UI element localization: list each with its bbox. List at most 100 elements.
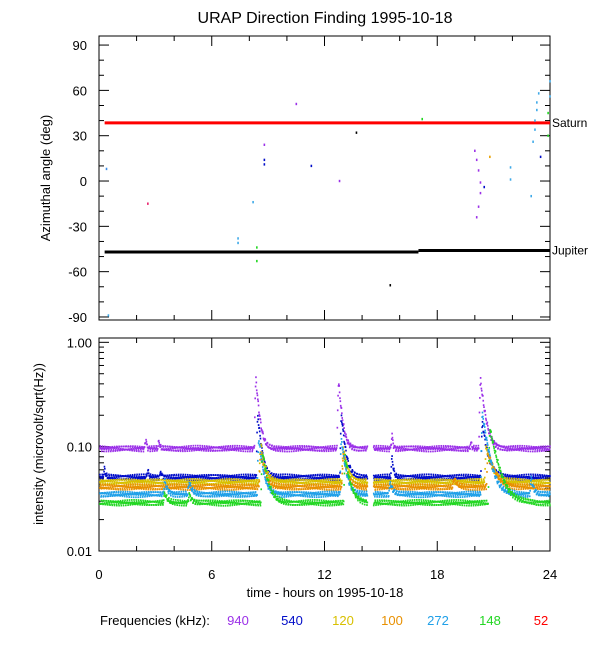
intensity-point — [363, 488, 365, 491]
intensity-point — [452, 447, 455, 450]
intensity-point — [186, 473, 189, 476]
intensity-point — [127, 485, 130, 488]
intensity-point — [223, 478, 226, 481]
intensity-point — [498, 445, 501, 447]
intensity-point — [181, 448, 184, 451]
intensity-point — [374, 478, 376, 480]
intensity-point — [500, 481, 502, 484]
intensity-point — [197, 478, 200, 481]
intensity-point — [273, 472, 275, 475]
intensity-point — [320, 449, 323, 452]
intensity-point — [528, 478, 531, 481]
intensity-point — [402, 478, 404, 481]
intensity-point — [293, 473, 296, 476]
intensity-point — [543, 474, 546, 477]
intensity-point — [441, 488, 444, 490]
intensity-point — [156, 449, 158, 452]
intensity-point — [546, 488, 548, 491]
intensity-point — [345, 438, 348, 441]
intensity-point — [341, 465, 344, 468]
intensity-point — [167, 483, 169, 486]
intensity-point — [119, 449, 121, 451]
intensity-point — [363, 482, 366, 485]
intensity-point — [110, 477, 112, 480]
intensity-point — [131, 473, 134, 476]
intensity-point — [379, 449, 381, 452]
intensity-point — [169, 483, 172, 486]
intensity-point — [212, 479, 215, 482]
intensity-point — [295, 479, 298, 482]
intensity-point — [471, 485, 473, 488]
intensity-point — [108, 487, 111, 490]
intensity-point — [293, 450, 295, 453]
intensity-point — [393, 482, 396, 485]
intensity-point — [278, 485, 281, 488]
intensity-point — [510, 481, 512, 484]
intensity-point — [135, 448, 138, 451]
intensity-point — [108, 448, 110, 451]
intensity-point — [311, 483, 313, 486]
intensity-point — [483, 476, 486, 479]
intensity-point — [166, 449, 168, 451]
azimuth-point — [474, 149, 476, 153]
intensity-point — [303, 475, 306, 478]
intensity-point — [135, 475, 138, 478]
series-100-khz — [99, 449, 551, 491]
intensity-point — [548, 487, 550, 490]
intensity-point — [511, 448, 514, 451]
intensity-point — [206, 474, 208, 477]
intensity-point — [482, 482, 484, 485]
intensity-point — [249, 480, 252, 482]
intensity-point — [165, 483, 167, 486]
intensity-point — [461, 484, 463, 487]
intensity-point — [347, 441, 350, 444]
intensity-point — [420, 448, 423, 451]
intensity-point — [101, 445, 104, 448]
intensity-point — [148, 445, 151, 448]
intensity-point — [428, 488, 430, 491]
intensity-point — [115, 490, 118, 493]
intensity-point — [380, 444, 382, 447]
intensity-point — [219, 482, 222, 485]
intensity-point — [150, 483, 152, 486]
intensity-point — [383, 485, 385, 487]
intensity-point — [398, 476, 401, 479]
intensity-point — [428, 483, 431, 486]
intensity-point — [277, 473, 280, 476]
intensity-point — [111, 480, 114, 483]
intensity-point — [438, 446, 441, 449]
intensity-point — [518, 446, 521, 449]
intensity-point — [332, 489, 335, 491]
intensity-point — [422, 477, 425, 480]
intensity-point — [430, 475, 433, 478]
intensity-point — [325, 448, 327, 451]
intensity-point — [251, 473, 254, 476]
intensity-point — [289, 487, 291, 489]
intensity-point — [328, 489, 330, 491]
intensity-point — [491, 465, 494, 467]
intensity-point — [526, 485, 529, 487]
intensity-point — [456, 481, 459, 484]
intensity-point — [274, 448, 277, 451]
intensity-point — [179, 480, 182, 482]
intensity-point — [462, 488, 465, 490]
intensity-point — [514, 474, 516, 477]
intensity-point — [403, 445, 406, 448]
intensity-point — [180, 483, 183, 486]
intensity-point — [336, 482, 338, 485]
intensity-point — [372, 446, 375, 449]
intensity-point — [253, 444, 256, 447]
intensity-point — [140, 479, 142, 482]
intensity-point — [464, 446, 466, 448]
intensity-point — [330, 450, 332, 452]
intensity-point — [437, 479, 439, 482]
intensity-point — [321, 486, 323, 489]
intensity-point — [432, 475, 435, 478]
intensity-point — [147, 449, 149, 452]
intensity-point — [239, 478, 242, 481]
intensity-point — [246, 484, 248, 487]
intensity-point — [313, 483, 315, 486]
intensity-point — [453, 479, 456, 482]
intensity-point — [146, 446, 149, 449]
intensity-point — [351, 470, 354, 472]
